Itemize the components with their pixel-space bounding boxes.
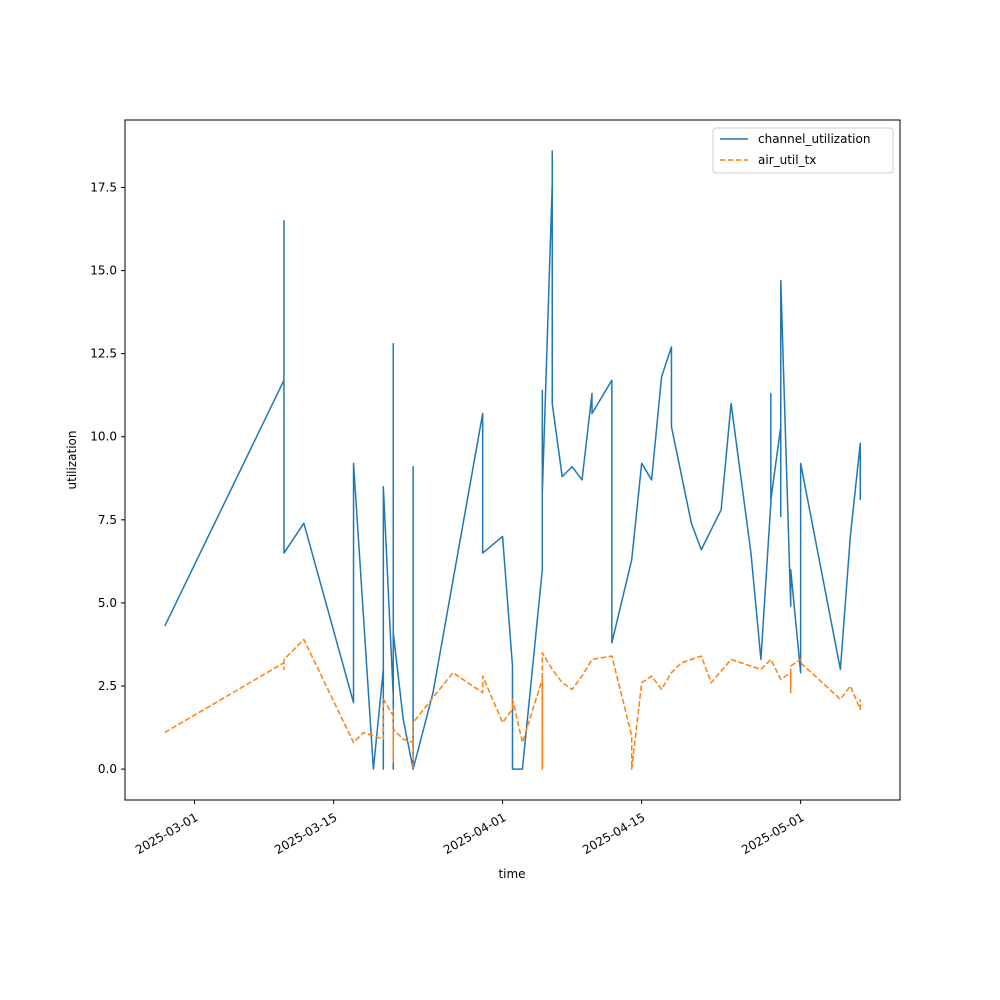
series-line-channel-utilization [164, 150, 862, 770]
y-axis-label: utilization [65, 431, 79, 490]
y-tick-label: 12.5 [90, 347, 117, 361]
y-tick-label: 15.0 [90, 264, 117, 278]
y-tick-label: 0.0 [98, 762, 117, 776]
x-axis-label: time [498, 867, 525, 881]
y-tick-label: 5.0 [98, 596, 117, 610]
y-tick-label: 17.5 [90, 180, 117, 194]
y-tick-label: 2.5 [98, 679, 117, 693]
legend-label-air-util-tx: air_util_tx [758, 153, 816, 167]
y-axis-ticks: 0.0 2.5 5.0 7.5 10.0 12.5 15.0 17.5 [90, 180, 125, 776]
legend-label-channel-utilization: channel_utilization [758, 132, 870, 146]
legend-box [712, 127, 894, 174]
series-line-air-util-tx [164, 638, 862, 770]
legend: channel_utilization air_util_tx [712, 127, 894, 174]
series-layer [164, 150, 862, 770]
y-tick-label: 7.5 [98, 513, 117, 527]
y-tick-label: 10.0 [90, 430, 117, 444]
plot-frame [124, 119, 901, 801]
